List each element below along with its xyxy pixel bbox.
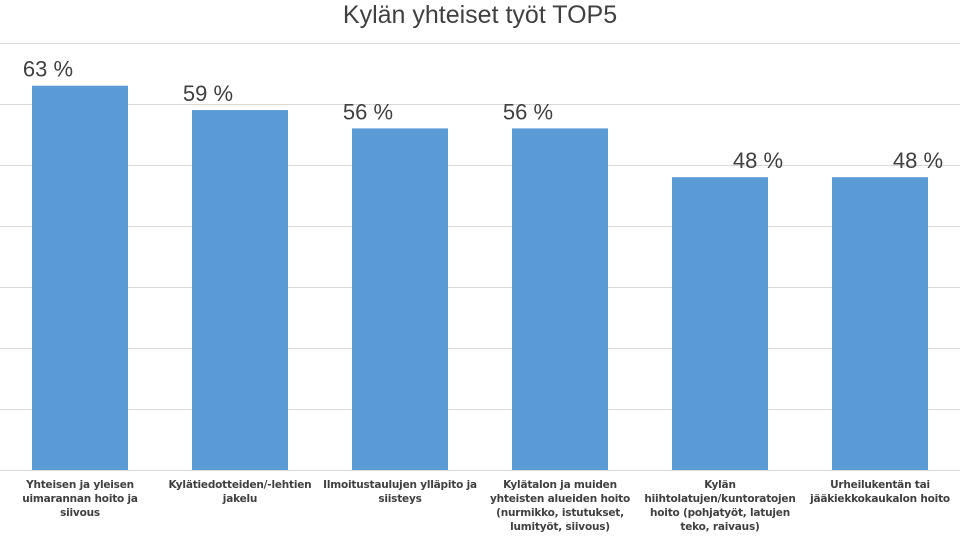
bar — [352, 128, 448, 470]
category-label: Yhteisen ja yleisen uimarannan hoito ja … — [22, 479, 138, 519]
data-label: 63 % — [23, 57, 73, 82]
data-label: 56 % — [503, 99, 553, 124]
bar — [32, 85, 128, 470]
data-label: 48 % — [893, 148, 943, 173]
category-label: Kylän hiihtolatujen/kuntoratojen hoito (… — [644, 479, 796, 533]
category-label: Ilmoitustaulujen ylläpito ja siisteys — [323, 479, 477, 505]
data-label: 59 % — [183, 81, 233, 106]
data-label: 48 % — [733, 148, 783, 173]
chart-title: Kylän yhteiset työt TOP5 — [342, 1, 618, 29]
bar — [672, 177, 768, 470]
category-label: Kylätiedotteiden/-lehtien jakelu — [168, 479, 312, 505]
bars — [32, 85, 928, 470]
category-label: Urheilukentän tai jääkiekkokaukalon hoit… — [810, 479, 950, 505]
bar — [832, 177, 928, 470]
data-label: 56 % — [343, 99, 393, 124]
bar — [512, 128, 608, 470]
bar — [192, 110, 288, 470]
gridlines — [0, 43, 960, 471]
category-label: Kylätalon ja muiden yhteisten alueiden h… — [490, 479, 630, 533]
data-labels: 63 % 59 % 56 % 56 % 48 % 48 % — [23, 57, 943, 174]
